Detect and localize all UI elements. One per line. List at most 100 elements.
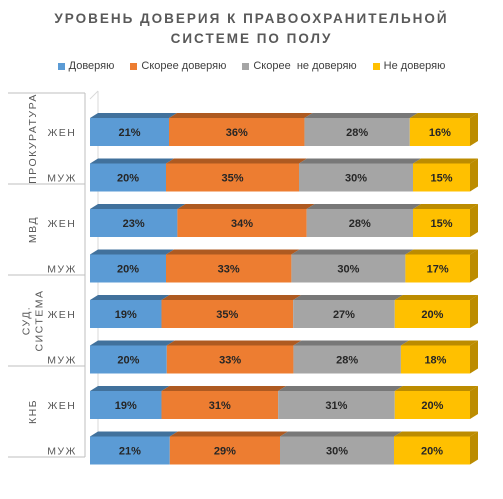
bar-segment: [90, 118, 170, 146]
chart-title-line-1: УРОВЕНЬ ДОВЕРИЯ К ПРАВООХРАНИТЕЛЬНОЙ: [54, 11, 449, 26]
bar-segment: [400, 345, 470, 374]
bar-top: [293, 295, 403, 300]
data-label: 20%: [421, 309, 443, 321]
bar-top: [161, 295, 302, 300]
bar-top: [90, 386, 170, 391]
bar-top: [161, 386, 287, 391]
bar-segment: [413, 163, 470, 192]
bar-top: [90, 204, 186, 209]
data-label: 21%: [118, 127, 140, 139]
legend: Доверяю Скорее доверяю Скорее не доверяю…: [0, 60, 503, 72]
bar-top: [90, 340, 175, 346]
data-label: 28%: [346, 127, 368, 139]
data-label: 31%: [209, 400, 231, 412]
data-label: 18%: [424, 355, 446, 367]
legend-label: Доверяю: [68, 60, 115, 72]
bar-segment: [90, 209, 178, 237]
bar-segment: [166, 163, 299, 192]
bar-top: [306, 204, 421, 209]
data-label: 28%: [349, 218, 371, 230]
bar-top: [90, 249, 174, 255]
data-label: 20%: [421, 400, 443, 412]
bar-top: [293, 340, 409, 346]
row-label: ЖЕН: [48, 127, 77, 139]
data-label: 23%: [123, 218, 145, 230]
row-label: ЖЕН: [48, 218, 77, 230]
bar-segment: [405, 254, 470, 283]
bar-top: [405, 249, 478, 255]
data-label: 34%: [231, 218, 253, 230]
bar-segment: [280, 436, 394, 465]
data-label: 30%: [337, 264, 359, 276]
row-label: ЖЕН: [48, 400, 77, 412]
legend-label: Скорее не доверяю: [253, 60, 357, 72]
bar-segment: [161, 300, 294, 328]
bar-segment: [394, 391, 470, 419]
bar-top: [166, 158, 307, 164]
bar-top: [169, 113, 313, 118]
group-label: МВД: [27, 216, 39, 243]
bar-side: [470, 204, 478, 237]
bar-segment: [166, 345, 294, 374]
bar-segment: [304, 118, 410, 146]
bar-segment: [166, 254, 292, 283]
back-wall-edge: [89, 90, 99, 100]
bar-top: [299, 158, 421, 164]
bar-segment: [161, 391, 279, 419]
bar-top: [177, 204, 315, 209]
bar-segment: [90, 163, 166, 192]
group-label: КНБ: [27, 399, 39, 424]
bar-segment: [90, 254, 166, 283]
row-label: ЖЕН: [48, 309, 77, 321]
bar-segment: [90, 436, 170, 465]
bar-segment: [394, 436, 470, 465]
bar-top: [90, 113, 178, 118]
bar-top: [409, 113, 478, 118]
bar-top: [90, 158, 174, 164]
bar-side: [470, 431, 478, 465]
bar-segment: [169, 118, 305, 146]
row-label: МУЖ: [47, 264, 77, 276]
chart-title-line-2: СИСТЕМЕ ПО ПОЛУ: [170, 31, 333, 46]
bar-segment: [169, 436, 280, 465]
bar-segment: [306, 209, 413, 237]
legend-item-rather-trust: Скорее доверяю: [130, 60, 226, 72]
bar-segment: [394, 300, 470, 328]
bar-segment: [90, 391, 162, 419]
bar-top: [400, 340, 478, 346]
data-label: 17%: [427, 264, 449, 276]
legend-swatch: [242, 62, 250, 70]
data-label: 19%: [115, 400, 137, 412]
data-label: 21%: [119, 446, 141, 458]
bar-top: [394, 386, 478, 391]
bar-top: [166, 249, 300, 255]
bar-segment: [413, 209, 470, 237]
legend-swatch: [130, 62, 138, 70]
data-label: 33%: [218, 264, 240, 276]
bar-side: [470, 340, 478, 374]
legend-label: Не доверяю: [383, 60, 446, 72]
data-label: 30%: [326, 446, 348, 458]
data-label: 30%: [345, 173, 367, 185]
bar-top: [166, 340, 302, 346]
legend-swatch: [372, 62, 380, 70]
data-label: 35%: [221, 173, 243, 185]
row-label: МУЖ: [47, 355, 77, 367]
bar-top: [278, 386, 403, 391]
bar-top: [169, 431, 288, 437]
group-label: СУД.: [20, 306, 32, 335]
bar-segment: [90, 300, 162, 328]
data-label: 35%: [216, 309, 238, 321]
legend-label: Скорее доверяю: [141, 60, 227, 72]
bar-top: [413, 158, 478, 164]
bar-top: [90, 295, 170, 300]
data-label: 31%: [325, 400, 347, 412]
bar-top: [413, 204, 478, 209]
bar-top: [394, 431, 478, 437]
data-label: 27%: [333, 309, 355, 321]
chart-title: УРОВЕНЬ ДОВЕРИЯ К ПРАВООХРАНИТЕЛЬНОЙ СИС…: [0, 9, 503, 49]
bar-top: [90, 431, 178, 437]
bar-segment: [293, 345, 401, 374]
row-label: МУЖ: [47, 446, 77, 458]
